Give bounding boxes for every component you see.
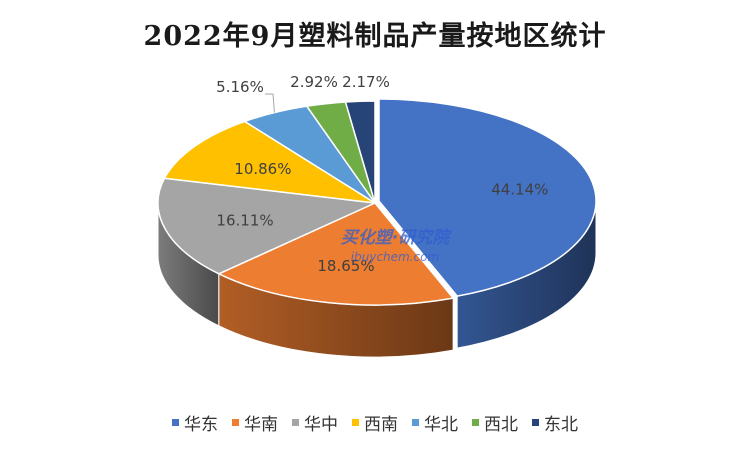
data-label-西南: 10.86% [234, 160, 291, 178]
legend-label: 华北 [424, 415, 458, 435]
legend-label: 东北 [544, 415, 578, 435]
legend-label: 西北 [484, 415, 518, 435]
watermark-subtext: ibuychem.com [351, 250, 439, 264]
legend-label: 华南 [244, 415, 278, 435]
legend-item-西北: 西北 [472, 410, 518, 435]
legend: 华东 华南 华中 西南 华北 西北 东北 [0, 410, 750, 435]
leader-line [265, 93, 275, 113]
data-label-华东: 44.14% [491, 181, 548, 199]
legend-label: 西南 [364, 415, 398, 435]
pie-tops [157, 98, 597, 306]
chart-title: 2022年9月塑料制品产量按地区统计 [143, 21, 607, 52]
legend-swatch [232, 419, 239, 426]
legend-label: 华东 [184, 415, 218, 435]
legend-item-华北: 华北 [412, 410, 458, 435]
legend-label: 华中 [304, 415, 338, 435]
legend-item-东北: 东北 [532, 410, 578, 435]
legend-item-华东: 华东 [172, 410, 218, 435]
data-label-东北: 2.17% [342, 73, 390, 91]
data-labels: 44.14% 18.65% 16.11% 10.86% 5.16% 2.92% 2.17% [216, 73, 548, 275]
legend-swatch [292, 419, 299, 426]
legend-item-华南: 华南 [232, 410, 278, 435]
legend-swatch [172, 419, 179, 426]
legend-swatch [352, 419, 359, 426]
watermark-text: 买化塑·研究院 [341, 228, 452, 248]
pie-slice-东北 [344, 100, 376, 204]
data-label-西北: 2.92% [290, 73, 338, 91]
pie-slice-西南 [163, 120, 376, 204]
data-label-华中: 16.11% [216, 211, 273, 229]
legend-item-西南: 西南 [352, 410, 398, 435]
pie-slice-华东 [378, 98, 597, 297]
legend-item-华中: 华中 [292, 410, 338, 435]
legend-swatch [532, 419, 539, 426]
pie-slice-华中 [157, 177, 378, 275]
data-label-华北: 5.16% [216, 78, 264, 96]
pie-slice-华南 [217, 202, 455, 306]
legend-swatch [472, 419, 479, 426]
data-label-华南: 18.65% [317, 257, 374, 275]
legend-swatch [412, 419, 419, 426]
watermark-logo: 买化塑·研究院 ibuychem.com [341, 228, 452, 264]
